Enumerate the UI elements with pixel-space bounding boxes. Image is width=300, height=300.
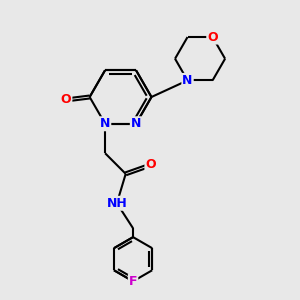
Text: O: O <box>146 158 156 172</box>
Text: F: F <box>129 275 137 288</box>
Text: NH: NH <box>106 197 127 210</box>
Text: N: N <box>182 74 193 87</box>
Text: O: O <box>61 93 71 106</box>
Text: N: N <box>100 117 110 130</box>
Text: N: N <box>131 117 141 130</box>
Text: O: O <box>207 31 218 44</box>
